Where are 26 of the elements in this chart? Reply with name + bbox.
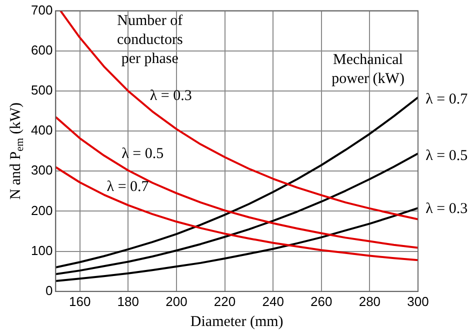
annotation: λ = 0.3: [150, 88, 192, 104]
x-tick-label: 160: [68, 294, 91, 309]
y-tick-label: 700: [30, 2, 53, 18]
y-tick-label: 500: [30, 82, 53, 98]
y-tick-label: 600: [30, 42, 53, 58]
x-tick-label: 280: [358, 294, 381, 309]
y-tick-label: 300: [30, 162, 53, 178]
annotation: Number of conductors per phase: [116, 13, 183, 68]
x-tick-label: 240: [262, 294, 284, 309]
x-axis-title: Diameter (mm): [190, 314, 284, 330]
y-axis-title: N and Pem (kW): [8, 102, 26, 200]
x-tick-label: 260: [310, 294, 332, 309]
text: λ = 0.5: [426, 148, 468, 164]
text: λ = 0.7: [426, 92, 468, 108]
y-tick-label: 200: [30, 202, 53, 218]
x-tick-label: 220: [214, 294, 236, 309]
annotation: Mechanical power (kW): [332, 52, 404, 87]
x-tick-label: 200: [166, 294, 188, 309]
x-tick-label: 300: [407, 294, 429, 309]
x-tick-label: 180: [117, 294, 140, 309]
annotation: λ = 0.5: [122, 146, 164, 162]
y-tick-label: 0: [45, 282, 53, 298]
text: λ = 0.3: [426, 201, 468, 218]
y-tick-label: 400: [30, 122, 53, 138]
y-tick-label: 100: [30, 242, 53, 258]
annotation: λ = 0.7: [106, 178, 150, 195]
